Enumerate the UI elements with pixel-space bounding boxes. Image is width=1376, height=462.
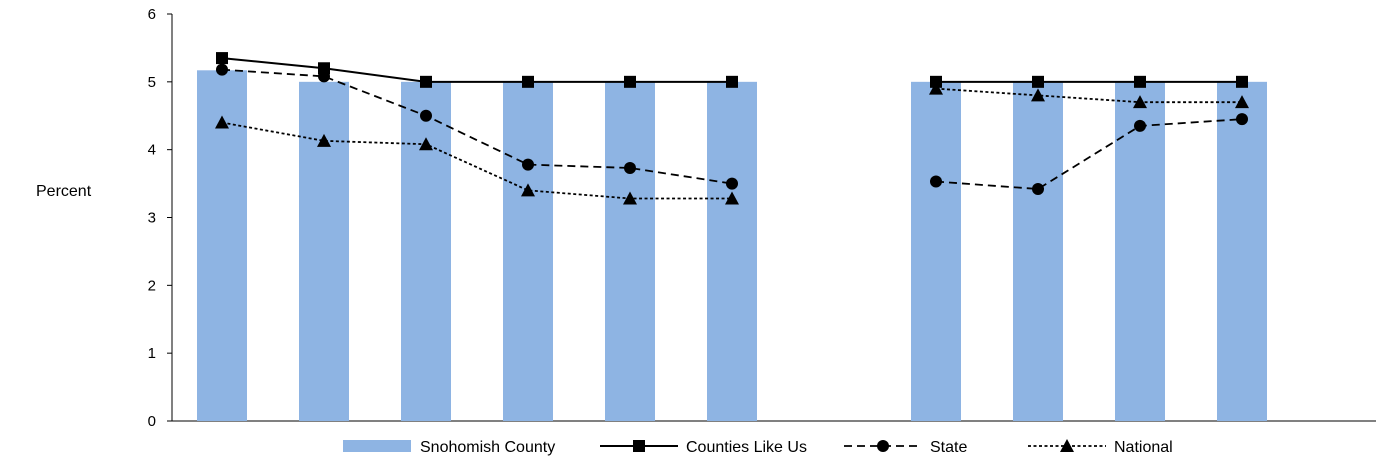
bar (1115, 81, 1165, 421)
data-point-triangle (1235, 95, 1249, 109)
series-line (221, 121, 732, 200)
bar (503, 81, 553, 421)
series-state (216, 63, 1248, 196)
data-point-square (216, 52, 228, 65)
bar (197, 70, 247, 421)
legend: Snohomish County Counties Like Us State Nat… (343, 439, 1173, 456)
series-line (221, 57, 732, 83)
series-national (215, 81, 1249, 205)
data-point-circle (624, 161, 636, 174)
data-point-triangle (215, 115, 229, 129)
bar (911, 81, 961, 421)
legend-label: State (930, 439, 967, 456)
data-point-circle (522, 158, 534, 171)
data-point-circle (216, 63, 228, 76)
data-point-circle (1236, 113, 1248, 126)
y-tick-label: 0 (148, 413, 156, 430)
data-point-triangle (929, 81, 943, 95)
y-axis: 0 1 2 3 4 5 6 (148, 6, 1376, 430)
y-tick-label: 2 (148, 277, 156, 294)
data-point-circle (1032, 183, 1044, 196)
data-point-square (1236, 75, 1248, 88)
y-tick-label: 4 (148, 142, 156, 159)
legend-item: Snohomish County (343, 439, 555, 456)
data-point-triangle (1031, 88, 1045, 102)
data-point-triangle (419, 137, 433, 151)
legend-item: Counties Like Us (600, 439, 807, 456)
data-point-circle (726, 177, 738, 190)
data-point-square (1032, 75, 1044, 88)
data-point-triangle (623, 191, 637, 205)
data-point-circle (877, 440, 889, 452)
y-tick-label: 5 (148, 74, 156, 91)
bar (605, 81, 655, 421)
legend-swatch (343, 440, 411, 452)
series-line (935, 87, 1242, 104)
data-point-square (420, 75, 432, 88)
line-series (215, 52, 1249, 205)
bar (1217, 81, 1267, 421)
data-point-triangle (521, 183, 535, 197)
bar (299, 81, 349, 421)
data-point-circle (930, 175, 942, 188)
bar-series (197, 70, 1267, 421)
bar (401, 81, 451, 421)
data-point-triangle (317, 133, 331, 147)
legend-label: Counties Like Us (686, 439, 807, 456)
legend-label: National (1114, 439, 1173, 456)
data-point-triangle (1133, 95, 1147, 109)
data-point-circle (318, 70, 330, 83)
legend-item: State (844, 439, 967, 456)
series-line (935, 118, 1243, 190)
series-counties-like-us (216, 52, 1248, 88)
data-point-circle (420, 109, 432, 122)
data-point-square (1134, 75, 1146, 88)
bar (1013, 81, 1063, 421)
data-point-triangle (725, 191, 739, 205)
y-tick-label: 3 (148, 210, 156, 227)
data-point-square (726, 75, 738, 88)
legend-label: Snohomish County (420, 439, 555, 456)
y-tick-label: 1 (148, 345, 156, 362)
series-line (221, 68, 733, 185)
y-tick-label: 6 (148, 6, 156, 23)
bar (707, 81, 757, 421)
data-point-square (318, 62, 330, 75)
data-point-circle (1134, 119, 1146, 132)
data-point-square (624, 75, 636, 88)
data-point-square (522, 75, 534, 88)
legend-item: National (1028, 439, 1173, 456)
data-point-triangle (1060, 439, 1074, 452)
y-axis-title: Percent (36, 183, 92, 200)
data-point-square (633, 440, 645, 452)
